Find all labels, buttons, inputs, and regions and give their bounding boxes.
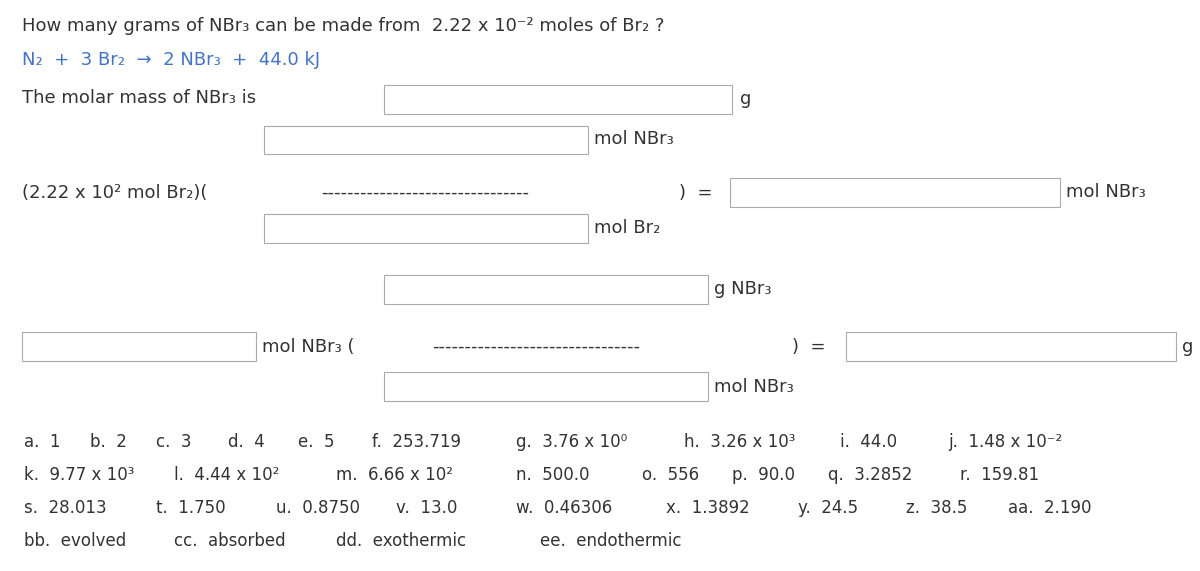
Text: l.  4.44 x 10²: l. 4.44 x 10²	[174, 466, 280, 484]
Text: o.  556: o. 556	[642, 466, 700, 484]
Text: mol Br₂: mol Br₂	[594, 219, 660, 238]
Text: bb.  evolved: bb. evolved	[24, 532, 126, 550]
Text: mol NBr₃: mol NBr₃	[714, 377, 793, 396]
Text: v.  13.0: v. 13.0	[396, 499, 457, 517]
FancyBboxPatch shape	[384, 85, 732, 114]
FancyBboxPatch shape	[264, 126, 588, 154]
Text: s.  28.013: s. 28.013	[24, 499, 107, 517]
Text: g NBr₃: g NBr₃	[1182, 337, 1200, 356]
Text: How many grams of NBr₃ can be made from  2.22 x 10⁻² moles of Br₂ ?: How many grams of NBr₃ can be made from …	[22, 17, 664, 35]
Text: c.  3: c. 3	[156, 433, 192, 451]
Text: cc.  absorbed: cc. absorbed	[174, 532, 286, 550]
Text: aa.  2.190: aa. 2.190	[1008, 499, 1092, 517]
Text: g NBr₃: g NBr₃	[714, 280, 772, 299]
Text: )  =: ) =	[679, 184, 713, 202]
Text: f.  253.719: f. 253.719	[372, 433, 461, 451]
Text: q.  3.2852: q. 3.2852	[828, 466, 912, 484]
Text: n.  500.0: n. 500.0	[516, 466, 589, 484]
Text: t.  1.750: t. 1.750	[156, 499, 226, 517]
Text: x.  1.3892: x. 1.3892	[666, 499, 750, 517]
Text: The molar mass of NBr₃ is: The molar mass of NBr₃ is	[22, 89, 256, 107]
FancyBboxPatch shape	[384, 372, 708, 401]
Text: g.  3.76 x 10⁰: g. 3.76 x 10⁰	[516, 433, 628, 451]
Text: k.  9.77 x 10³: k. 9.77 x 10³	[24, 466, 134, 484]
Text: r.  159.81: r. 159.81	[960, 466, 1039, 484]
FancyBboxPatch shape	[846, 332, 1176, 361]
Text: m.  6.66 x 10²: m. 6.66 x 10²	[336, 466, 454, 484]
Text: p.  90.0: p. 90.0	[732, 466, 796, 484]
Text: z.  38.5: z. 38.5	[906, 499, 967, 517]
Text: ee.  endothermic: ee. endothermic	[540, 532, 682, 550]
Text: )  =: ) =	[792, 337, 826, 356]
FancyBboxPatch shape	[264, 214, 588, 243]
Text: u.  0.8750: u. 0.8750	[276, 499, 360, 517]
Text: a.  1: a. 1	[24, 433, 60, 451]
Text: dd.  exothermic: dd. exothermic	[336, 532, 466, 550]
Text: e.  5: e. 5	[298, 433, 334, 451]
Text: N₂  +  3 Br₂  →  2 NBr₃  +  44.0 kJ: N₂ + 3 Br₂ → 2 NBr₃ + 44.0 kJ	[22, 51, 319, 69]
Text: d.  4: d. 4	[228, 433, 265, 451]
Text: (2.22 x 10² mol Br₂)(: (2.22 x 10² mol Br₂)(	[22, 184, 206, 202]
FancyBboxPatch shape	[730, 178, 1060, 207]
Text: j.  1.48 x 10⁻²: j. 1.48 x 10⁻²	[948, 433, 1062, 451]
Text: h.  3.26 x 10³: h. 3.26 x 10³	[684, 433, 796, 451]
Text: b.  2: b. 2	[90, 433, 127, 451]
Text: mol NBr₃: mol NBr₃	[1066, 183, 1145, 202]
Text: --------------------------------: --------------------------------	[432, 337, 640, 356]
Text: --------------------------------: --------------------------------	[322, 184, 529, 202]
Text: mol NBr₃ (: mol NBr₃ (	[262, 337, 354, 356]
Text: mol NBr₃: mol NBr₃	[594, 130, 673, 148]
Text: i.  44.0: i. 44.0	[840, 433, 898, 451]
FancyBboxPatch shape	[384, 275, 708, 304]
Text: w.  0.46306: w. 0.46306	[516, 499, 612, 517]
Text: y.  24.5: y. 24.5	[798, 499, 858, 517]
Text: g: g	[740, 90, 751, 108]
FancyBboxPatch shape	[22, 332, 256, 361]
